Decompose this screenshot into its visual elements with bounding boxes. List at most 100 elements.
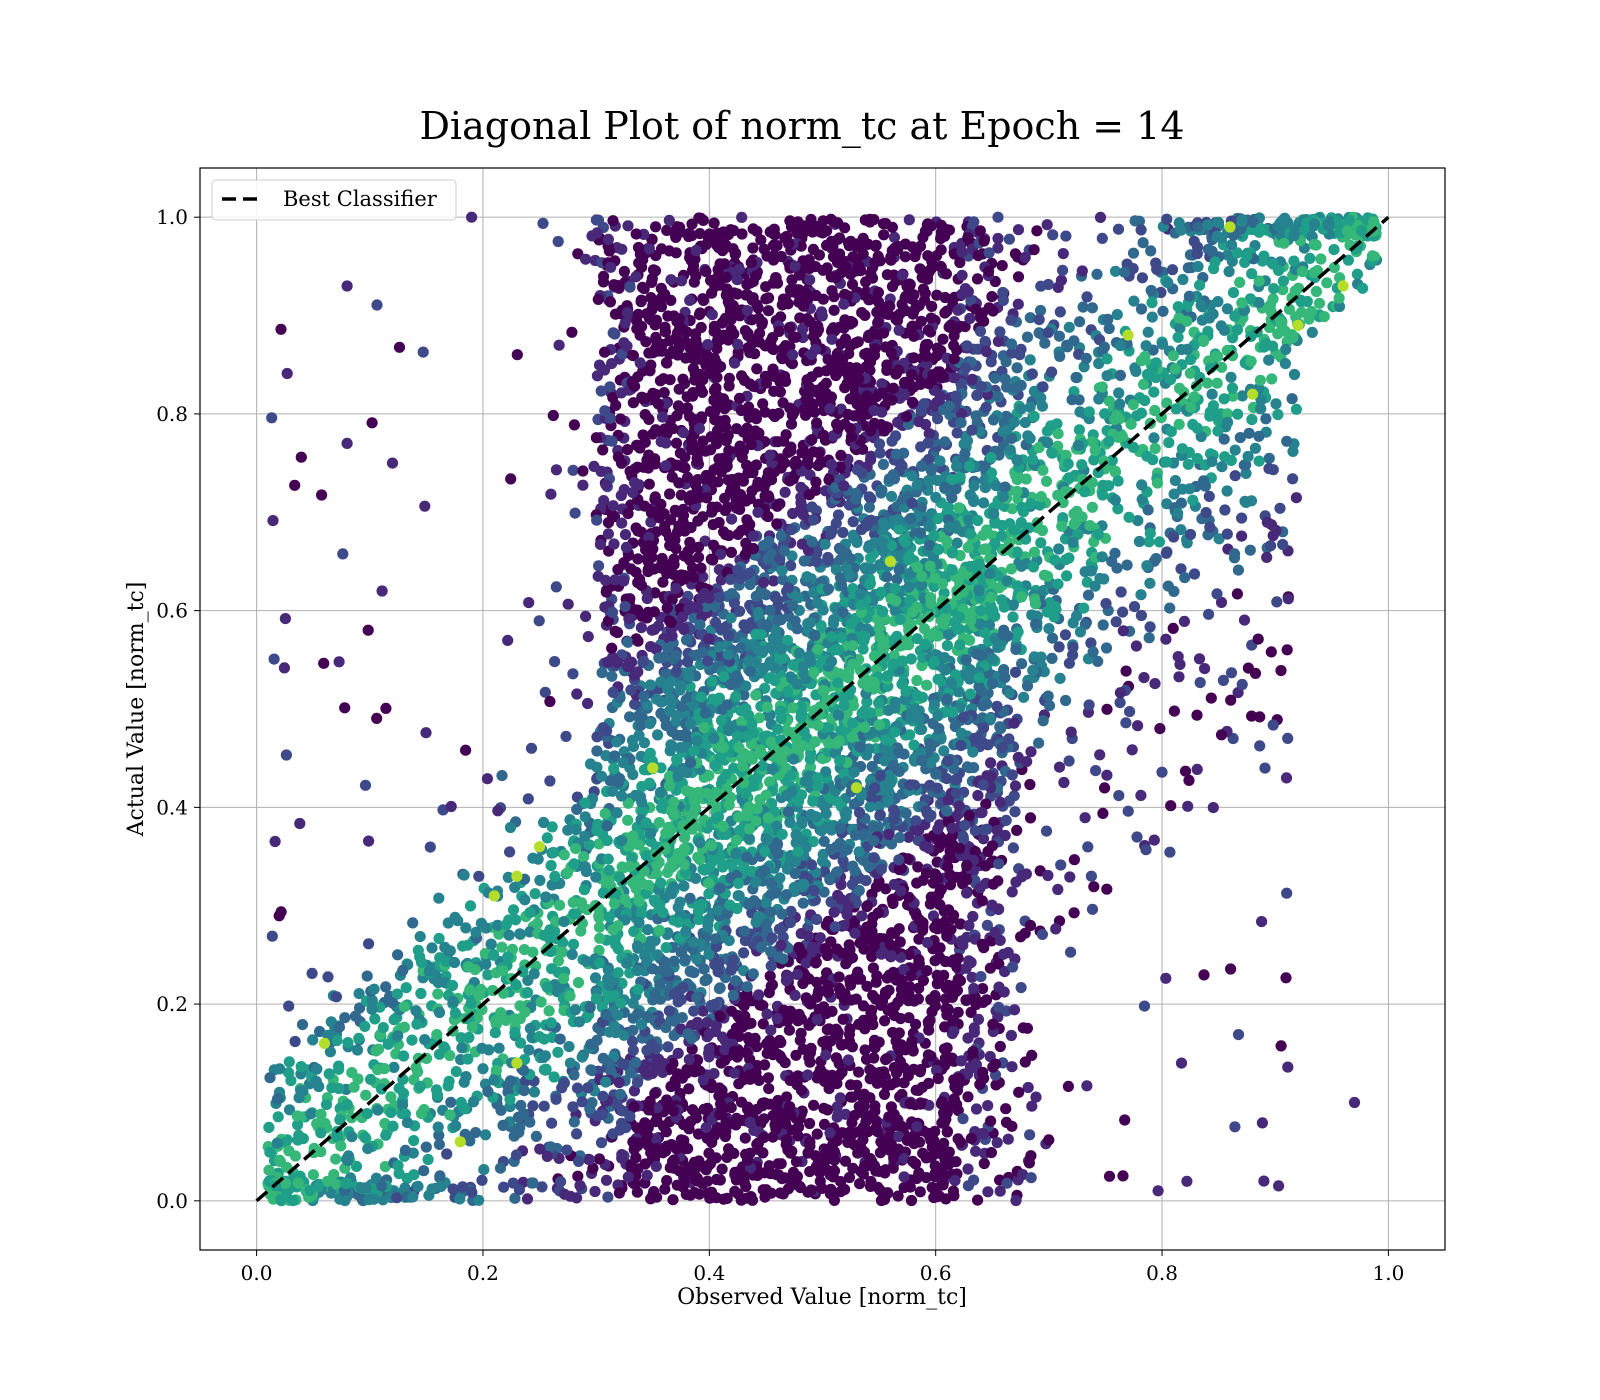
scatter-point bbox=[1144, 621, 1156, 633]
scatter-point bbox=[432, 988, 444, 1000]
scatter-point bbox=[1011, 824, 1023, 837]
scatter-point bbox=[985, 935, 998, 947]
scatter-point bbox=[1114, 697, 1126, 709]
scatter-point bbox=[419, 500, 431, 512]
scatter-point bbox=[857, 643, 869, 655]
scatter-point bbox=[880, 218, 892, 230]
scatter-point bbox=[1053, 543, 1065, 555]
scatter-point bbox=[1236, 530, 1248, 542]
scatter-point bbox=[670, 665, 683, 678]
scatter-point bbox=[1088, 454, 1100, 466]
scatter-point bbox=[509, 881, 521, 894]
scatter-point bbox=[1089, 580, 1101, 592]
scatter-point bbox=[992, 211, 1004, 223]
scatter-point bbox=[1219, 451, 1231, 463]
scatter-point bbox=[941, 640, 954, 652]
scatter-point bbox=[422, 1153, 434, 1166]
scatter-point bbox=[651, 1114, 663, 1126]
scatter-point bbox=[985, 467, 998, 479]
scatter-point bbox=[779, 486, 791, 498]
scatter-point bbox=[1273, 1180, 1285, 1192]
scatter-point bbox=[572, 248, 584, 260]
scatter-point bbox=[1058, 776, 1070, 789]
scatter-point bbox=[616, 243, 628, 255]
scatter-point bbox=[371, 299, 383, 311]
scatter-point bbox=[511, 349, 523, 361]
scatter-point bbox=[622, 220, 634, 232]
scatter-point bbox=[1063, 657, 1075, 669]
scatter-point bbox=[278, 662, 290, 674]
scatter-point bbox=[1128, 295, 1140, 307]
scatter-point bbox=[434, 1170, 446, 1182]
scatter-point bbox=[747, 223, 759, 235]
scatter-point bbox=[1065, 726, 1077, 738]
scatter-point bbox=[269, 835, 281, 848]
scatter-point bbox=[1041, 219, 1053, 231]
scatter-point bbox=[1053, 761, 1066, 773]
scatter-point bbox=[505, 473, 517, 485]
scatter-point bbox=[951, 537, 963, 549]
scatter-point bbox=[650, 221, 662, 233]
scatter-point bbox=[661, 1175, 673, 1187]
scatter-point bbox=[588, 460, 600, 472]
scatter-point bbox=[878, 1088, 891, 1100]
scatter-point bbox=[1090, 765, 1102, 777]
scatter-point bbox=[982, 1186, 994, 1198]
scatter-point bbox=[910, 815, 922, 827]
scatter-point bbox=[266, 930, 278, 942]
scatter-point bbox=[1028, 546, 1041, 558]
scatter-point bbox=[380, 1129, 392, 1141]
scatter-point bbox=[992, 335, 1005, 347]
scatter-point bbox=[1053, 330, 1065, 342]
scatter-point bbox=[1112, 223, 1125, 235]
scatter-point bbox=[1049, 554, 1061, 566]
scatter-point bbox=[980, 401, 992, 413]
scatter-point bbox=[1112, 475, 1124, 487]
scatter-point bbox=[433, 892, 445, 904]
scatter-point bbox=[320, 1099, 333, 1111]
scatter-point bbox=[1234, 276, 1246, 288]
scatter-point bbox=[318, 657, 330, 669]
scatter-point bbox=[846, 278, 859, 290]
scatter-point bbox=[1292, 282, 1305, 294]
scatter-point bbox=[446, 979, 459, 992]
scatter-point bbox=[1117, 1170, 1129, 1182]
scatter-point bbox=[728, 1067, 740, 1079]
scatter-point bbox=[1057, 248, 1069, 260]
scatter-point bbox=[271, 1137, 283, 1149]
scatter-point bbox=[1270, 524, 1282, 537]
scatter-point bbox=[1122, 805, 1134, 817]
scatter-point bbox=[1254, 374, 1266, 386]
scatter-point bbox=[656, 411, 669, 423]
scatter-point bbox=[685, 522, 697, 534]
scatter-point bbox=[1055, 859, 1067, 871]
scatter-point bbox=[800, 393, 812, 405]
scatter-point bbox=[1263, 463, 1275, 475]
scatter-point bbox=[687, 809, 699, 821]
scatter-point bbox=[1191, 709, 1203, 721]
scatter-point bbox=[462, 1053, 474, 1065]
scatter-point bbox=[962, 1032, 974, 1044]
scatter-point bbox=[522, 793, 534, 805]
scatter-point bbox=[803, 930, 815, 942]
scatter-point bbox=[603, 245, 616, 257]
scatter-point bbox=[688, 276, 700, 288]
scatter-point bbox=[1145, 245, 1157, 257]
scatter-point bbox=[415, 987, 427, 1000]
scatter-point bbox=[541, 832, 553, 844]
scatter-point bbox=[1135, 303, 1148, 315]
scatter-point bbox=[330, 991, 342, 1003]
scatter-point bbox=[479, 1129, 492, 1141]
scatter-point bbox=[550, 581, 562, 593]
scatter-point bbox=[643, 347, 655, 359]
scatter-point bbox=[283, 1104, 296, 1116]
scatter-point bbox=[1140, 844, 1152, 856]
scatter-point bbox=[1221, 303, 1233, 315]
scatter-point bbox=[957, 1113, 969, 1125]
scatter-point bbox=[1232, 1029, 1245, 1041]
scatter-point bbox=[1008, 1004, 1021, 1016]
scatter-point bbox=[546, 821, 558, 833]
scatter-point bbox=[600, 1174, 613, 1186]
scatter-point bbox=[794, 312, 806, 324]
